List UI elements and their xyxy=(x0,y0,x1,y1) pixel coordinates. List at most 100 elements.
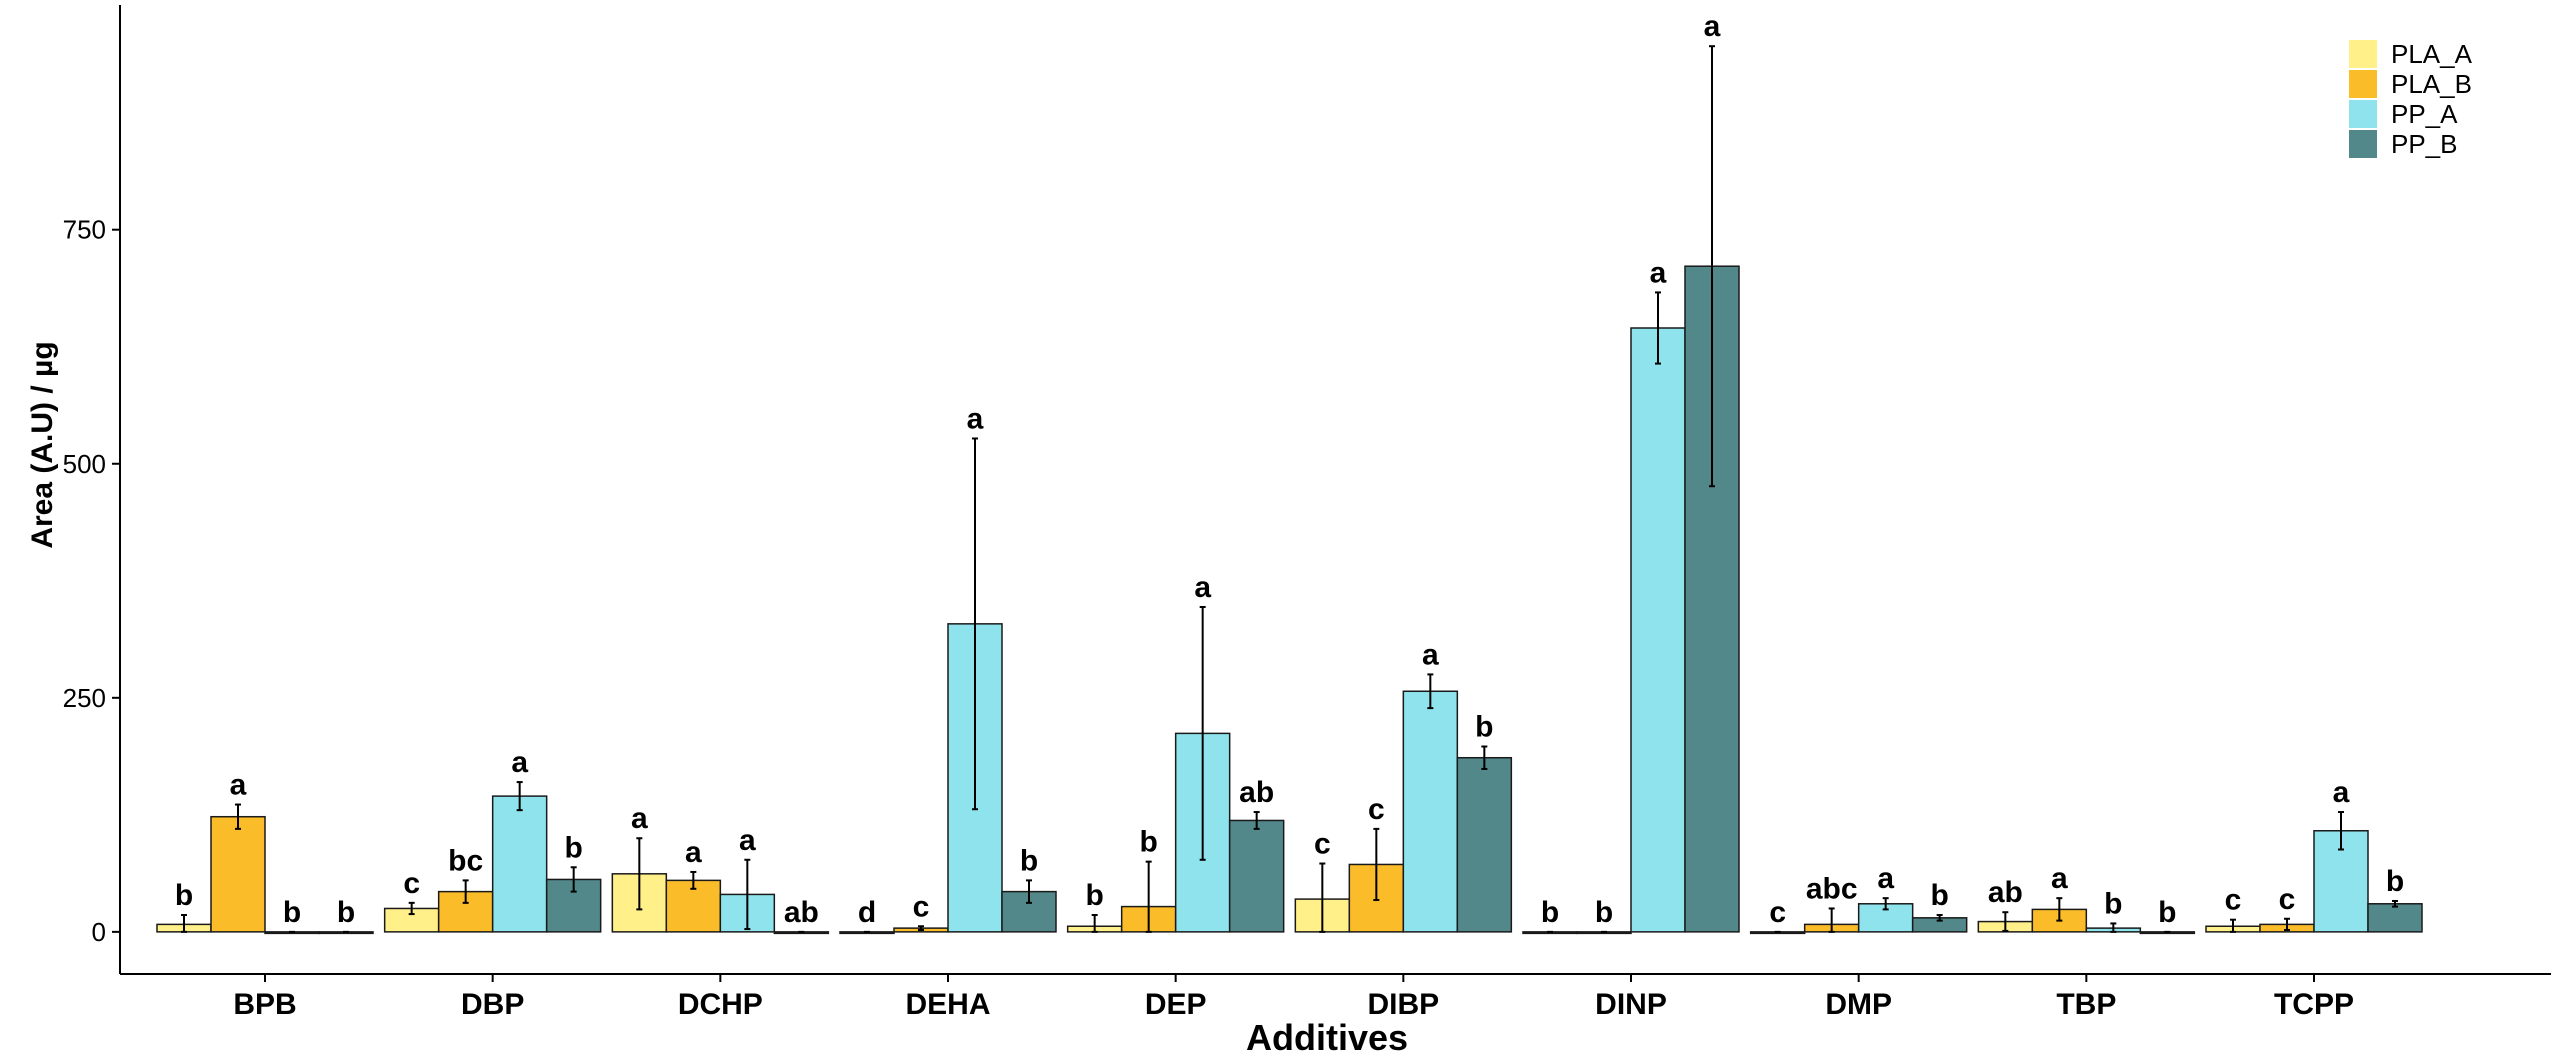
error-bar-pp-a-dep xyxy=(1199,605,1206,861)
error-bar-pla-b-tbp xyxy=(2056,897,2063,922)
legend-label: PLA_A xyxy=(2391,39,2473,69)
x-tick-label-tbp: TBP xyxy=(2056,988,2116,1021)
legend-label: PP_B xyxy=(2391,129,2458,159)
error-bar-pla-a-dibp xyxy=(1319,862,1326,933)
significance-letter-pla-a-tbp: ab xyxy=(1988,876,2023,909)
legend-item-pp-b: PP_B xyxy=(2349,129,2458,159)
error-bar-pla-a-dep xyxy=(1091,914,1098,933)
bar-pp-b-dep xyxy=(1228,819,1285,933)
significance-letter-pla-b-dep: b xyxy=(1140,826,1158,859)
legend-item-pp-a: PP_A xyxy=(2349,99,2458,129)
significance-letter-pla-a-dbp: c xyxy=(403,867,420,900)
error-bar-pp-a-dibp xyxy=(1427,673,1434,710)
x-tick-label-dmp: DMP xyxy=(1825,988,1892,1021)
legend-item-pla-b: PLA_B xyxy=(2349,69,2472,99)
error-bar-pp-b-dbp xyxy=(570,866,577,893)
significance-letter-pla-b-deha: c xyxy=(913,890,930,923)
error-bar-pla-b-dchp xyxy=(690,870,697,890)
significance-letter-pp-b-deha: b xyxy=(1020,844,1038,877)
error-bar-pp-a-deha xyxy=(972,437,978,811)
x-axis-title: Additives xyxy=(1246,1017,1408,1058)
significance-letter-pp-b-bpb: b xyxy=(337,896,355,929)
bar-pp-b-tcpp xyxy=(2367,903,2423,933)
x-tick-label-deha: DEHA xyxy=(905,988,990,1021)
error-bar-pp-b-dmp xyxy=(1936,914,1943,922)
significance-letter-pp-b-dep: ab xyxy=(1239,776,1274,809)
bar-pp-b-dibp xyxy=(1456,756,1513,933)
y-tick-label-750: 750 xyxy=(63,215,106,245)
significance-letter-pla-b-tbp: a xyxy=(2051,862,2068,895)
legend-swatch xyxy=(2349,100,2377,128)
significance-letter-pp-a-dbp: a xyxy=(511,746,528,779)
significance-letter-pp-b-dmp: b xyxy=(1931,879,1949,912)
error-bar-pla-b-deha xyxy=(918,925,924,931)
error-bar-pla-b-dbp xyxy=(462,879,469,904)
x-tick-label-dep: DEP xyxy=(1145,988,1207,1021)
significance-letter-pp-a-dep: a xyxy=(1194,571,1211,604)
significance-letter-pla-b-dbp: bc xyxy=(448,844,483,877)
error-bar-pp-a-dbp xyxy=(516,781,523,812)
significance-letter-pla-a-deha: d xyxy=(858,896,876,929)
legend-swatch xyxy=(2349,40,2377,68)
x-tick-label-dinp: DINP xyxy=(1595,988,1667,1021)
legend-swatch xyxy=(2349,70,2377,98)
significance-letter-pp-a-dinp: a xyxy=(1650,256,1667,289)
error-bar-pla-b-dibp xyxy=(1373,827,1380,902)
error-bar-pla-a-dchp xyxy=(636,837,643,911)
x-tick-label-dbp: DBP xyxy=(461,988,524,1021)
legend-label: PLA_B xyxy=(2391,69,2472,99)
x-axis-ticks: BPB DBP DCHP DEHA DEP DIBP DINP DMP TBP TCPP xyxy=(233,974,2354,1021)
significance-letter-pp-a-dibp: a xyxy=(1422,638,1439,671)
y-tick-label-0: 0 xyxy=(92,917,106,947)
error-bar-pla-a-tbp xyxy=(2002,911,2009,932)
error-bar-pla-b-tcpp xyxy=(2284,917,2290,931)
x-tick-label-dchp: DCHP xyxy=(678,988,763,1021)
error-bar-pp-b-deha xyxy=(1026,879,1032,904)
significance-letter-pp-b-dchp: ab xyxy=(784,896,819,929)
significance-letter-pla-b-dinp: b xyxy=(1595,896,1613,929)
error-bar-pla-b-bpb xyxy=(235,803,241,830)
significance-letter-pla-a-dmp: c xyxy=(1769,896,1786,929)
error-bar-pla-b-dep xyxy=(1145,860,1152,933)
error-bar-pp-a-dchp xyxy=(744,858,751,931)
significance-letter-pla-a-tcpp: c xyxy=(2225,884,2242,917)
significance-letter-pla-a-dep: b xyxy=(1086,879,1104,912)
error-bar-pp-b-tcpp xyxy=(2392,899,2398,908)
x-tick-label-tcpp: TCPP xyxy=(2274,988,2354,1021)
error-bar-pp-a-tbp xyxy=(2110,922,2117,933)
y-axis-ticks: 0 250 500 750 xyxy=(63,215,120,947)
significance-letter-pla-a-dibp: c xyxy=(1314,828,1331,861)
error-bar-pp-a-dmp xyxy=(1882,897,1889,911)
significance-letter-pla-a-dchp: a xyxy=(631,802,648,835)
significance-letter-pp-b-tbp: b xyxy=(2158,896,2176,929)
error-bar-pp-a-dinp xyxy=(1655,291,1661,365)
bar-pla-b-bpb xyxy=(210,815,266,933)
significance-letter-pla-b-bpb: a xyxy=(230,769,247,802)
significance-letter-pla-b-dmp: abc xyxy=(1806,872,1858,905)
bar-pp-a-dinp xyxy=(1630,327,1686,933)
significance-letter-pp-a-tbp: b xyxy=(2104,887,2122,920)
legend-item-pla-a: PLA_A xyxy=(2349,39,2473,69)
significance-letter-pla-b-dibp: c xyxy=(1368,793,1385,826)
significance-letter-pla-b-tcpp: c xyxy=(2279,883,2296,916)
bar-pp-a-dibp xyxy=(1402,690,1459,933)
significance-letter-pla-b-dchp: a xyxy=(685,836,702,869)
legend-label: PP_A xyxy=(2391,99,2458,129)
y-tick-label-250: 250 xyxy=(63,683,106,713)
error-bars-layer xyxy=(181,45,2398,933)
significance-letter-pp-a-tcpp: a xyxy=(2333,776,2350,809)
significance-letter-pp-a-deha: a xyxy=(967,402,984,435)
significance-letter-pp-b-dinp: a xyxy=(1704,10,1721,43)
y-tick-label-500: 500 xyxy=(63,449,106,479)
significance-letter-pp-b-dibp: b xyxy=(1475,710,1493,743)
error-bar-pp-a-tcpp xyxy=(2338,811,2344,851)
significance-letter-pp-a-bpb: b xyxy=(283,896,301,929)
significance-letter-pp-a-dmp: a xyxy=(1877,862,1894,895)
error-bar-pp-b-dibp xyxy=(1481,745,1488,770)
x-tick-label-bpb: BPB xyxy=(233,988,296,1021)
error-bar-pp-b-dinp xyxy=(1709,45,1715,488)
bar-pp-a-dbp xyxy=(491,795,548,933)
significance-letter-pla-a-bpb: b xyxy=(175,879,193,912)
